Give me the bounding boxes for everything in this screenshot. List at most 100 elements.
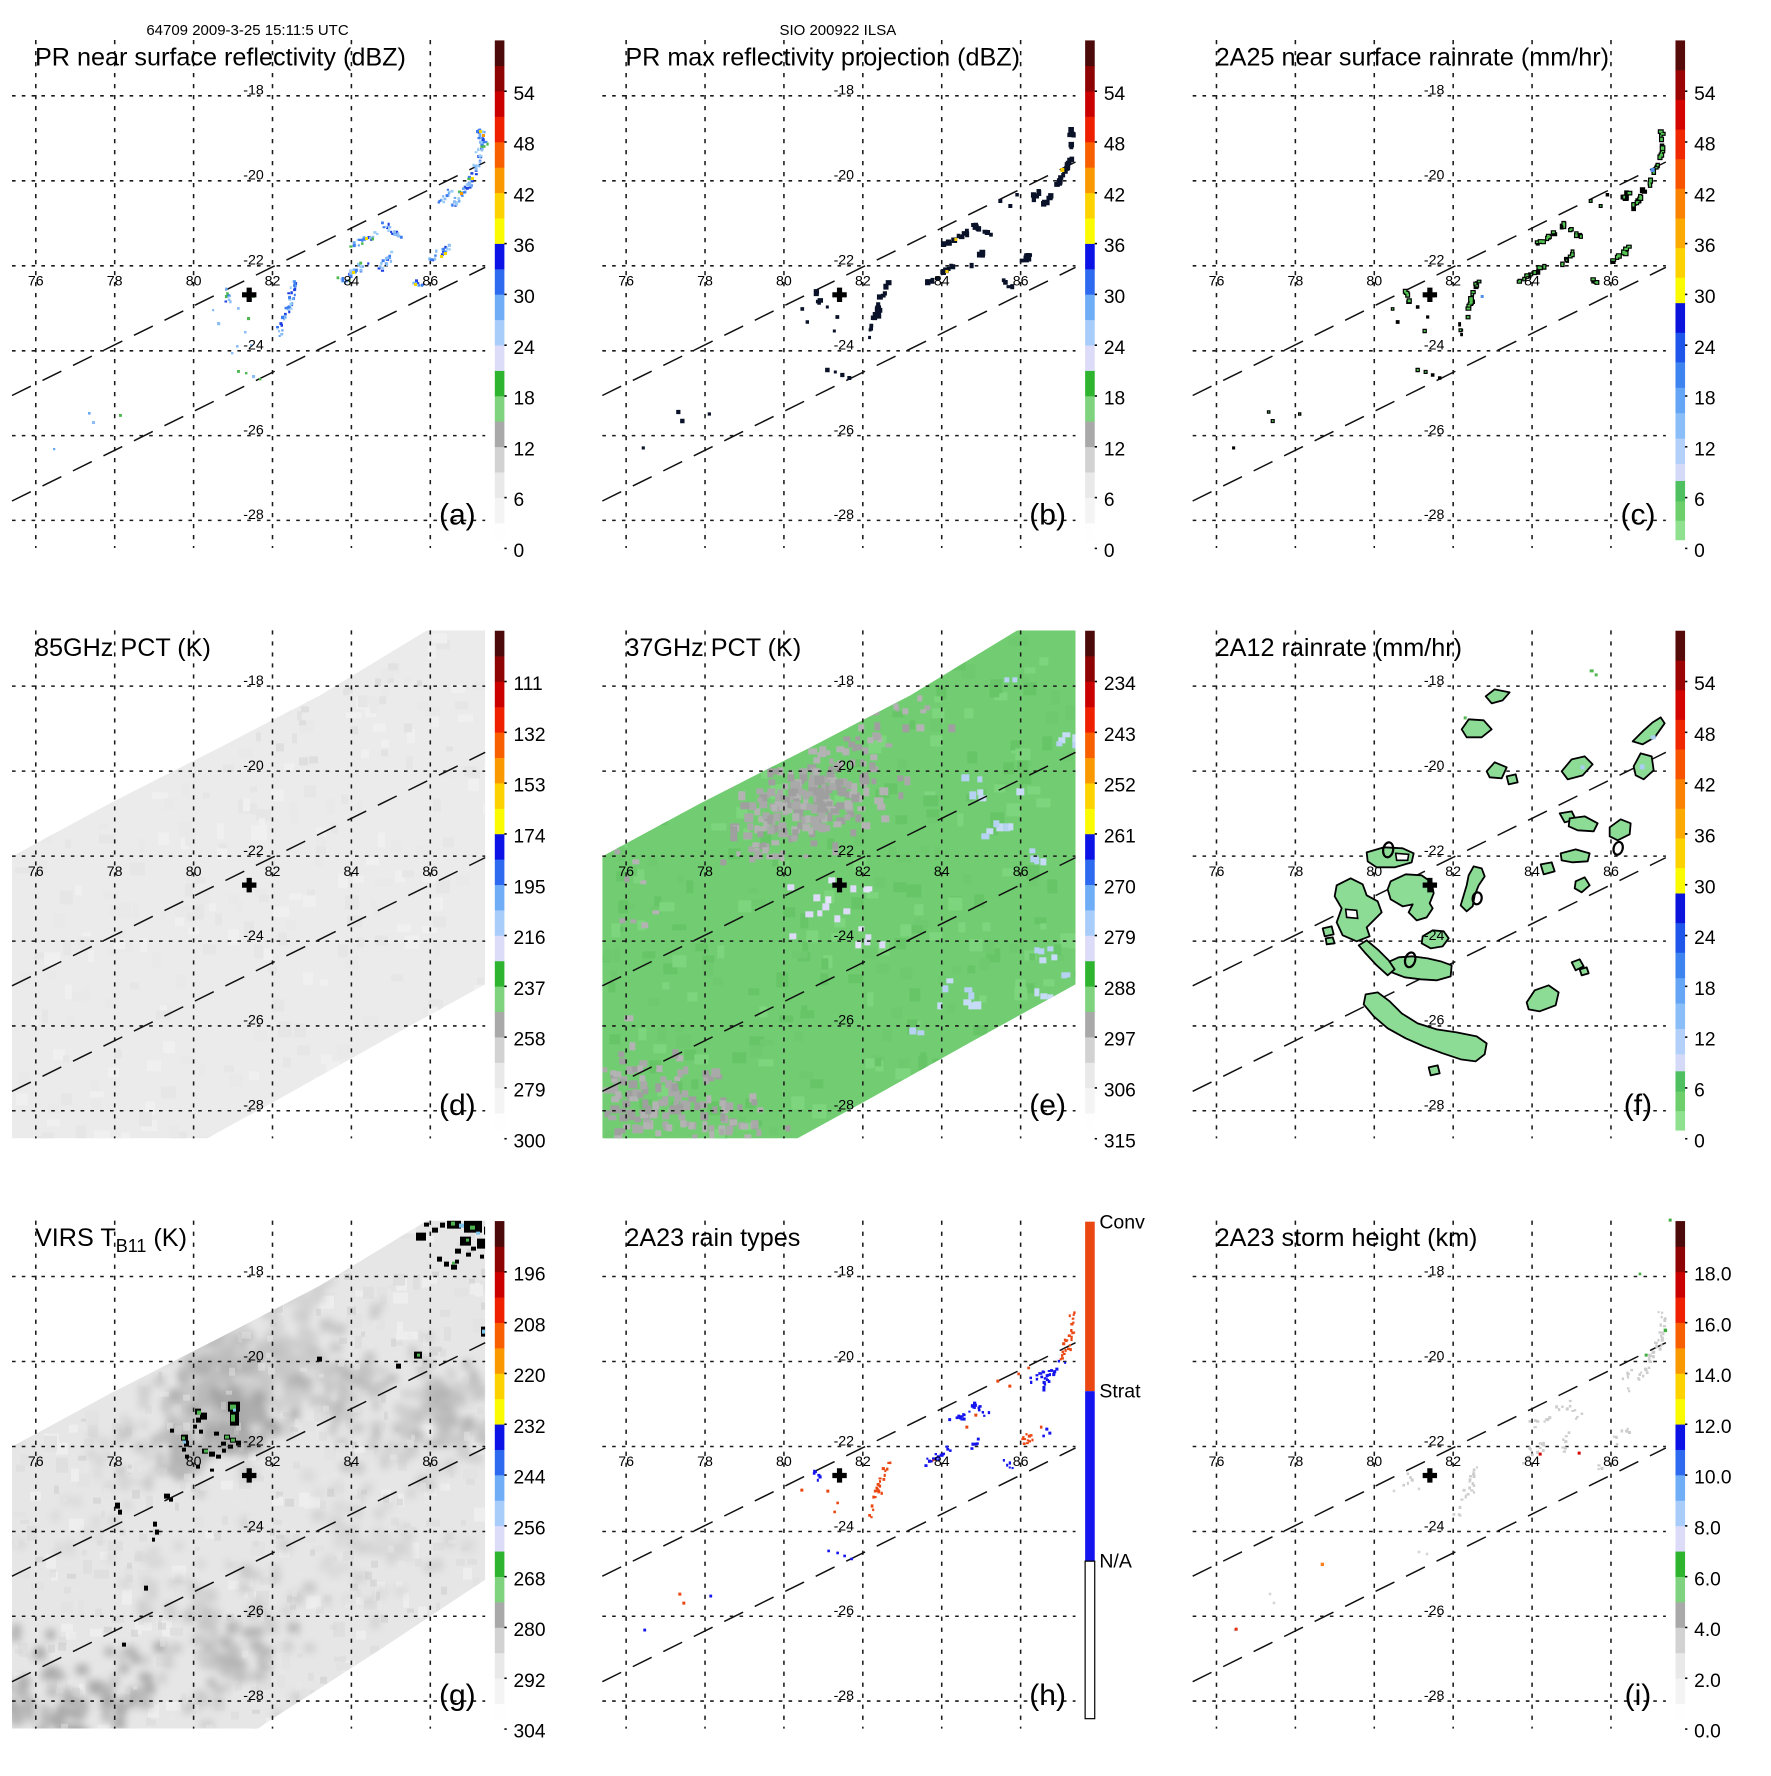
svg-text:10.0: 10.0	[1694, 1468, 1731, 1489]
svg-text:82: 82	[265, 274, 281, 290]
svg-text:30: 30	[514, 287, 535, 308]
svg-text:-20: -20	[834, 1348, 855, 1364]
svg-text:37GHz PCT (K): 37GHz PCT (K)	[625, 634, 801, 662]
svg-text:-18: -18	[243, 83, 264, 99]
svg-text:195: 195	[514, 877, 546, 898]
svg-text:-22: -22	[834, 253, 855, 269]
svg-text:-24: -24	[834, 928, 855, 944]
svg-text:258: 258	[514, 1030, 546, 1051]
svg-text:261: 261	[1104, 827, 1136, 848]
svg-text:2A25 near surface rainrate (mm: 2A25 near surface rainrate (mm/hr)	[1216, 44, 1609, 72]
svg-text:0: 0	[514, 541, 525, 562]
svg-text:174: 174	[514, 827, 546, 848]
svg-text:76: 76	[28, 864, 44, 880]
svg-text:306: 306	[1104, 1081, 1136, 1102]
svg-text:82: 82	[1445, 274, 1461, 290]
svg-text:84: 84	[1524, 864, 1540, 880]
svg-text:153: 153	[514, 776, 546, 797]
svg-text:42: 42	[514, 185, 535, 206]
svg-text:78: 78	[1287, 274, 1303, 290]
svg-text:86: 86	[1603, 864, 1619, 880]
svg-text:80: 80	[186, 1454, 202, 1470]
svg-text:-20: -20	[243, 758, 264, 774]
svg-text:-28: -28	[834, 507, 855, 523]
svg-text:80: 80	[1366, 1454, 1382, 1470]
svg-text:-28: -28	[243, 1098, 264, 1114]
svg-text:-22: -22	[1424, 253, 1445, 269]
svg-text:-28: -28	[834, 1688, 855, 1704]
svg-text:18: 18	[1694, 389, 1715, 410]
svg-text:2A23 rain types: 2A23 rain types	[625, 1224, 800, 1252]
svg-text:48: 48	[514, 135, 535, 156]
svg-text:SIO 200922 ILSA: SIO 200922 ILSA	[779, 22, 896, 39]
svg-text:86: 86	[422, 1454, 438, 1470]
svg-text:82: 82	[855, 1454, 871, 1470]
svg-text:232: 232	[514, 1417, 546, 1438]
svg-text:76: 76	[618, 274, 634, 290]
svg-text:18: 18	[1104, 389, 1125, 410]
svg-text:80: 80	[1366, 864, 1382, 880]
svg-text:243: 243	[1104, 725, 1136, 746]
svg-text:-22: -22	[243, 253, 264, 269]
svg-text:12: 12	[514, 439, 535, 460]
svg-text:84: 84	[934, 274, 950, 290]
svg-text:18: 18	[514, 389, 535, 410]
svg-text:220: 220	[514, 1366, 546, 1387]
svg-text:PR max reflectivity projection: PR max reflectivity projection (dBZ)	[625, 44, 1020, 72]
svg-text:86: 86	[1603, 1454, 1619, 1470]
svg-text:-20: -20	[1424, 1348, 1445, 1364]
svg-text:64709 2009-3-25 15:11:5 UTC: 64709 2009-3-25 15:11:5 UTC	[146, 22, 349, 39]
svg-text:80: 80	[776, 274, 792, 290]
svg-text:54: 54	[1694, 674, 1716, 695]
svg-text:84: 84	[344, 274, 360, 290]
svg-text:-26: -26	[1424, 1603, 1445, 1619]
svg-text:270: 270	[1104, 877, 1136, 898]
svg-text:132: 132	[514, 725, 546, 746]
svg-text:196: 196	[514, 1264, 546, 1285]
svg-text:78: 78	[107, 864, 123, 880]
svg-text:54: 54	[1104, 84, 1126, 105]
svg-text:-26: -26	[243, 1013, 264, 1029]
svg-text:76: 76	[618, 1454, 634, 1470]
svg-text:-18: -18	[834, 673, 855, 689]
svg-text:80: 80	[776, 864, 792, 880]
svg-text:(a): (a)	[439, 499, 476, 532]
svg-text:0.0: 0.0	[1694, 1722, 1721, 1743]
svg-text:-20: -20	[1424, 168, 1445, 184]
svg-text:12: 12	[1694, 439, 1715, 460]
svg-text:30: 30	[1694, 287, 1715, 308]
svg-text:-26: -26	[834, 1013, 855, 1029]
svg-text:279: 279	[514, 1081, 546, 1102]
svg-text:78: 78	[1287, 1454, 1303, 1470]
svg-text:82: 82	[855, 864, 871, 880]
svg-text:80: 80	[1366, 274, 1382, 290]
svg-text:-20: -20	[243, 168, 264, 184]
svg-text:86: 86	[422, 864, 438, 880]
svg-text:42: 42	[1694, 776, 1715, 797]
svg-text:VIRS TB11 (K): VIRS TB11 (K)	[35, 1224, 187, 1256]
svg-text:-20: -20	[834, 758, 855, 774]
svg-text:279: 279	[1104, 928, 1136, 949]
svg-text:24: 24	[1694, 928, 1716, 949]
svg-text:-24: -24	[1424, 928, 1445, 944]
svg-text:84: 84	[1524, 1454, 1540, 1470]
svg-text:18.0: 18.0	[1694, 1264, 1731, 1285]
svg-text:80: 80	[186, 274, 202, 290]
svg-text:-26: -26	[834, 1603, 855, 1619]
svg-text:-22: -22	[834, 1433, 855, 1449]
svg-text:6: 6	[514, 490, 525, 511]
svg-text:256: 256	[514, 1518, 546, 1539]
svg-text:78: 78	[697, 1454, 713, 1470]
svg-text:(c): (c)	[1620, 499, 1655, 532]
svg-text:-26: -26	[243, 422, 264, 438]
svg-text:-22: -22	[243, 843, 264, 859]
svg-text:78: 78	[1287, 864, 1303, 880]
svg-text:24: 24	[1694, 338, 1716, 359]
svg-text:54: 54	[514, 84, 536, 105]
svg-text:0: 0	[1104, 541, 1115, 562]
svg-text:76: 76	[1209, 864, 1225, 880]
svg-text:30: 30	[1104, 287, 1125, 308]
svg-text:12: 12	[1694, 1030, 1715, 1051]
svg-text:76: 76	[618, 864, 634, 880]
svg-text:86: 86	[1603, 274, 1619, 290]
